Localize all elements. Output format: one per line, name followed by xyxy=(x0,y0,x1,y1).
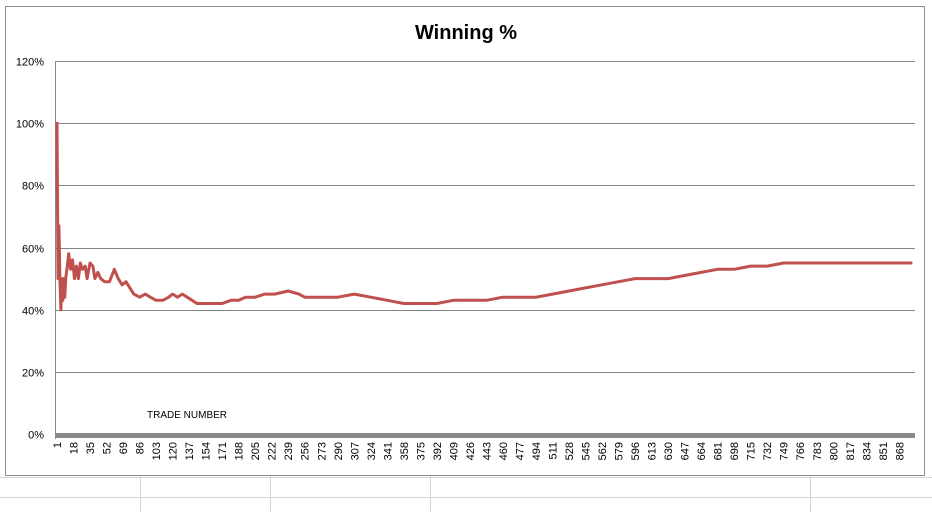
x-tick-label: 154 xyxy=(201,442,213,460)
x-tick-label: 613 xyxy=(647,442,659,460)
x-tick-label: 256 xyxy=(300,442,312,460)
x-tick-label: 817 xyxy=(845,442,857,460)
x-tick-label: 834 xyxy=(861,442,873,460)
x-tick-label: 392 xyxy=(432,442,444,460)
x-tick-label: 783 xyxy=(812,442,824,460)
x-tick-label: 35 xyxy=(85,442,97,454)
x-tick-label: 800 xyxy=(828,442,840,460)
x-tick-label: 358 xyxy=(399,442,411,460)
x-tick-label: 341 xyxy=(382,442,394,460)
x-tick-label: 188 xyxy=(234,442,246,460)
spreadsheet-gridlines xyxy=(0,476,932,512)
trade-number-annotation: TRADE NUMBER xyxy=(147,410,227,421)
x-tick-label: 120 xyxy=(168,442,180,460)
x-tick-label: 664 xyxy=(696,442,708,460)
x-tick-label: 375 xyxy=(415,442,427,460)
y-tick-label: 40% xyxy=(22,306,44,318)
x-tick-label: 443 xyxy=(481,442,493,460)
x-tick-label: 477 xyxy=(514,442,526,460)
x-tick-label: 715 xyxy=(746,442,758,460)
x-tick-label: 222 xyxy=(267,442,279,460)
y-tick-label: 120% xyxy=(16,57,44,69)
x-tick-label: 749 xyxy=(779,442,791,460)
x-tick-label: 681 xyxy=(713,442,725,460)
x-tick-label: 409 xyxy=(448,442,460,460)
x-tick-label: 1 xyxy=(52,442,64,448)
y-tick-label: 0% xyxy=(28,430,44,442)
chart-title: Winning % xyxy=(415,22,517,44)
x-tick-label: 52 xyxy=(102,442,114,454)
x-tick-label: 324 xyxy=(366,442,378,460)
x-tick-label: 18 xyxy=(69,442,81,454)
x-tick-label: 528 xyxy=(564,442,576,460)
x-axis: 1 18 35 52 69 86 103 120 137 154 171 188 205 222 239 25… xyxy=(52,433,915,460)
chart-object[interactable]: Winning % 0% 20% 40% 60% 80% 100% 120% 1 18 35 52… xyxy=(5,6,925,476)
x-tick-label: 273 xyxy=(316,442,328,460)
x-tick-label: 851 xyxy=(878,442,890,460)
gridlines xyxy=(55,61,915,373)
y-tick-label: 60% xyxy=(22,244,44,256)
x-tick-label: 460 xyxy=(498,442,510,460)
winning-percentage-chart: Winning % 0% 20% 40% 60% 80% 100% 120% 1 18 35 52… xyxy=(16,22,915,460)
x-tick-label: 307 xyxy=(349,442,361,460)
x-tick-label: 86 xyxy=(135,442,147,454)
x-tick-label: 511 xyxy=(547,442,559,460)
x-tick-label: 103 xyxy=(151,442,163,460)
x-axis-tick-band xyxy=(55,433,915,438)
y-tick-label: 80% xyxy=(22,181,44,193)
x-tick-label: 137 xyxy=(184,442,196,460)
x-tick-label: 868 xyxy=(894,442,906,460)
x-tick-label: 698 xyxy=(729,442,741,460)
x-tick-label: 766 xyxy=(795,442,807,460)
x-tick-label: 494 xyxy=(531,442,543,460)
x-tick-label: 732 xyxy=(762,442,774,460)
x-tick-label: 426 xyxy=(465,442,477,460)
x-tick-label: 562 xyxy=(597,442,609,460)
x-tick-label: 579 xyxy=(614,442,626,460)
x-tick-label: 647 xyxy=(680,442,692,460)
winning-percentage-line xyxy=(55,121,913,312)
y-axis: 0% 20% 40% 60% 80% 100% 120% xyxy=(16,57,56,442)
y-tick-label: 100% xyxy=(16,119,44,131)
x-tick-label: 171 xyxy=(217,442,229,460)
x-tick-label: 239 xyxy=(283,442,295,460)
x-tick-label: 205 xyxy=(250,442,262,460)
series-layer xyxy=(55,121,913,312)
x-tick-label: 630 xyxy=(663,442,675,460)
x-tick-label: 290 xyxy=(333,442,345,460)
y-tick-label: 20% xyxy=(22,368,44,380)
x-tick-label: 69 xyxy=(118,442,130,454)
x-tick-label: 545 xyxy=(581,442,593,460)
x-tick-label: 596 xyxy=(630,442,642,460)
